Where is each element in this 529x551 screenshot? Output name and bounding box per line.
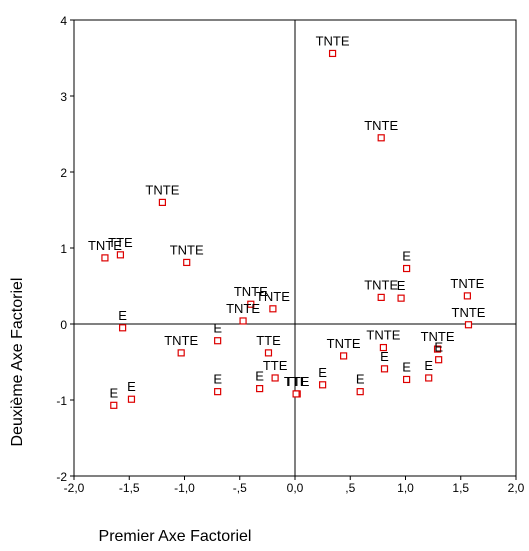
- data-point: [111, 402, 117, 408]
- data-point: [265, 350, 271, 356]
- point-label: TNTE: [366, 328, 400, 343]
- y-axis-label: Deuxième Axe Factoriel: [9, 278, 26, 447]
- data-point: [378, 294, 384, 300]
- data-point: [464, 293, 470, 299]
- x-tick-label: ,5: [345, 481, 355, 495]
- data-point: [436, 357, 442, 363]
- point-label: E: [397, 278, 406, 293]
- x-tick-label: 1,0: [397, 481, 414, 495]
- point-label: TNTE: [256, 289, 290, 304]
- y-tick-label: 1: [60, 242, 67, 256]
- data-point: [404, 266, 410, 272]
- point-label: E: [424, 358, 433, 373]
- point-label: E: [434, 340, 443, 355]
- data-point: [293, 391, 299, 397]
- point-label: E: [380, 349, 389, 364]
- point-label: TNTE: [364, 277, 398, 292]
- point-label: TNTE: [450, 276, 484, 291]
- y-tick-label: -2: [56, 470, 67, 484]
- data-point: [272, 375, 278, 381]
- data-point: [426, 375, 432, 381]
- point-label: TTE: [263, 358, 288, 373]
- point-label: TNTE: [226, 301, 260, 316]
- point-label: E: [213, 372, 222, 387]
- point-label: E: [118, 308, 127, 323]
- data-point: [117, 252, 123, 258]
- data-point: [184, 259, 190, 265]
- x-tick-label: 2,0: [508, 481, 525, 495]
- point-label: E: [402, 359, 411, 374]
- x-tick-label: -1,5: [119, 481, 140, 495]
- point-label: TNTE: [364, 118, 398, 133]
- data-point: [128, 396, 134, 402]
- x-axis-label: Premier Axe Factoriel: [99, 528, 252, 545]
- data-point: [320, 382, 326, 388]
- point-label: TNTE: [164, 333, 198, 348]
- point-label: E: [127, 379, 136, 394]
- data-point: [257, 386, 263, 392]
- data-point: [404, 376, 410, 382]
- y-tick-label: 0: [60, 318, 67, 332]
- point-label: E: [109, 385, 118, 400]
- data-point: [398, 295, 404, 301]
- point-label: E: [213, 321, 222, 336]
- y-tick-label: 2: [60, 166, 67, 180]
- y-tick-label: -1: [56, 394, 67, 408]
- point-label: TNTE: [452, 305, 486, 320]
- x-tick-label: -,5: [233, 481, 247, 495]
- point-label: E: [255, 369, 264, 384]
- point-label: TNTE: [170, 242, 204, 257]
- data-point: [178, 350, 184, 356]
- data-point: [270, 306, 276, 312]
- data-point: [159, 199, 165, 205]
- point-label: TNTE: [316, 33, 350, 48]
- point-label: E: [356, 372, 365, 387]
- point-label: TNTE: [145, 182, 179, 197]
- data-point: [382, 366, 388, 372]
- reference-lines: [74, 20, 516, 476]
- point-label: TTE: [108, 235, 133, 250]
- data-point: [378, 135, 384, 141]
- data-point: [215, 389, 221, 395]
- data-point: [357, 389, 363, 395]
- x-tick-label: 0,0: [287, 481, 304, 495]
- data-point: [341, 353, 347, 359]
- data-point: [120, 325, 126, 331]
- x-tick-label: -1,0: [174, 481, 195, 495]
- y-tick-label: 3: [60, 90, 67, 104]
- data-point: [102, 255, 108, 261]
- point-label: E: [318, 365, 327, 380]
- point-label: TTE: [256, 333, 281, 348]
- point-label: E: [402, 249, 411, 264]
- point-label: TTE: [284, 374, 309, 389]
- x-tick-label: 1,5: [452, 481, 469, 495]
- point-label: TNTE: [327, 336, 361, 351]
- data-point: [465, 322, 471, 328]
- data-point: [330, 50, 336, 56]
- data-point: [215, 338, 221, 344]
- y-tick-label: 4: [60, 14, 67, 28]
- data-point: [240, 318, 246, 324]
